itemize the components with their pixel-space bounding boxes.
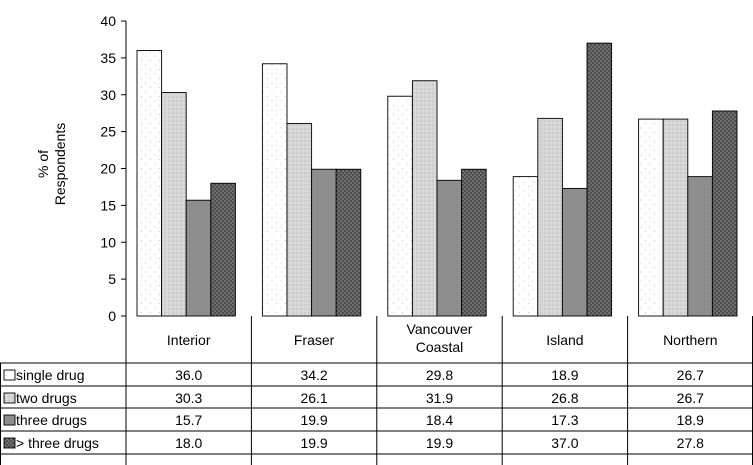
series-name: three drugs <box>16 412 87 428</box>
data-label: 29.8 <box>426 367 453 383</box>
category-label: Fraser <box>294 332 335 348</box>
bar-3-2 <box>462 169 487 316</box>
series-name: single drug <box>16 367 85 383</box>
data-label: 18.9 <box>677 412 704 428</box>
y-tick-label: 30 <box>100 87 116 103</box>
data-label: 37.0 <box>551 435 578 451</box>
data-label: 31.9 <box>426 390 453 406</box>
category-label: Vancouver <box>407 321 473 337</box>
bar-3-1 <box>336 169 361 316</box>
data-label: 36.0 <box>175 367 202 383</box>
y-tick-label: 0 <box>108 308 116 324</box>
data-label: 18.0 <box>175 435 202 451</box>
bar-0-2 <box>388 96 413 316</box>
series-name: > three drugs <box>16 435 99 451</box>
bars <box>137 43 737 316</box>
bar-2-2 <box>437 180 462 316</box>
data-label: 26.7 <box>677 367 704 383</box>
y-tick-label: 5 <box>108 271 116 287</box>
data-table: Interior Fraser Vancouver Coastal Island Nort… <box>0 316 753 465</box>
bar-1-0 <box>162 93 187 316</box>
bar-2-1 <box>312 169 337 316</box>
bar-3-0 <box>211 183 236 316</box>
data-label: 17.3 <box>551 412 578 428</box>
legend-key-0 <box>4 370 15 380</box>
y-axis: 0 5 10 15 20 25 30 35 40 <box>100 13 126 324</box>
category-label: Northern <box>663 332 717 348</box>
y-axis-title-line-2: Respondents <box>52 123 68 206</box>
category-label: Island <box>546 332 583 348</box>
bar-0-4 <box>639 119 664 316</box>
y-axis-title-line-1: % of <box>35 150 51 178</box>
y-tick-label: 40 <box>100 13 116 29</box>
data-label: 15.7 <box>175 412 202 428</box>
y-axis-title: % of Respondents <box>35 123 68 206</box>
data-label: 18.9 <box>551 367 578 383</box>
y-tick-label: 15 <box>100 197 116 213</box>
legend-key-2 <box>4 415 15 425</box>
legend-key-1 <box>4 393 15 403</box>
bar-0-3 <box>513 177 538 316</box>
bar-1-2 <box>412 81 437 316</box>
bar-3-3 <box>587 43 612 316</box>
data-label: 30.3 <box>175 390 202 406</box>
data-label: 19.9 <box>300 412 327 428</box>
y-tick-label: 35 <box>100 50 116 66</box>
data-label: 19.9 <box>426 435 453 451</box>
series-name: two drugs <box>16 390 77 406</box>
data-label: 27.8 <box>677 435 704 451</box>
y-tick-label: 25 <box>100 124 116 140</box>
category-label: Interior <box>167 332 211 348</box>
data-label: 19.9 <box>300 435 327 451</box>
y-tick-label: 20 <box>100 161 116 177</box>
data-label: 18.4 <box>426 412 453 428</box>
legend-key-3 <box>4 438 15 448</box>
category-label: Coastal <box>416 339 463 355</box>
y-tick-label: 10 <box>100 234 116 250</box>
bar-1-1 <box>287 124 312 316</box>
bar-1-3 <box>538 118 563 316</box>
data-label: 26.8 <box>551 390 578 406</box>
bar-3-4 <box>712 111 737 316</box>
data-label: 26.1 <box>300 390 327 406</box>
data-label: 26.7 <box>677 390 704 406</box>
data-label: 34.2 <box>300 367 327 383</box>
bar-1-4 <box>663 119 688 316</box>
bar-2-4 <box>688 177 713 316</box>
bar-0-0 <box>137 51 162 317</box>
bar-0-1 <box>262 64 287 316</box>
bar-2-0 <box>186 200 211 316</box>
bar-2-3 <box>562 188 587 316</box>
